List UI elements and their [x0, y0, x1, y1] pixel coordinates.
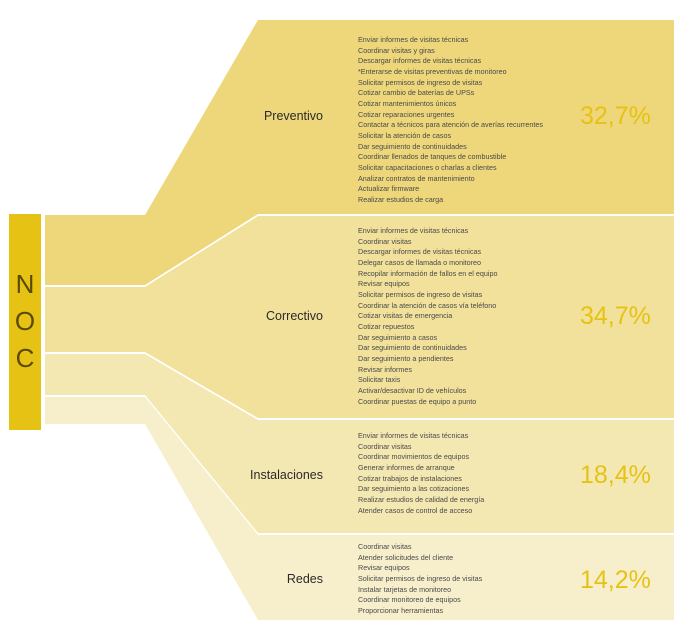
task-item: Enviar informes de visitas técnicas: [358, 431, 469, 440]
task-item: Coordinar visitas: [358, 542, 412, 551]
task-item: Dar seguimiento de continuidades: [358, 141, 467, 151]
task-list-preventivo: Enviar informes de visitas técnicas Coor…: [358, 35, 573, 206]
task-item: Revisar informes: [358, 364, 412, 374]
category-label-instalaciones: Instalaciones: [250, 468, 323, 482]
percent-instalaciones: 18,4%: [580, 461, 651, 489]
task-item: Coordinar visitas: [358, 236, 412, 246]
task-item: Coordinar monitoreo de equipos: [358, 595, 461, 605]
task-item: Dar seguimiento de continuidades: [358, 343, 467, 353]
task-item: Contactar a técnicos para atención de av…: [358, 120, 543, 130]
task-item: Coordinar puestas de equipo a punto: [358, 396, 477, 406]
percent-redes: 14,2%: [580, 566, 651, 594]
task-item: Cotizar mantenimientos únicos: [358, 98, 457, 108]
task-item: Coordinar movimientos de equipos: [358, 452, 470, 462]
task-item: Solicitar permisos de ingreso de visitas: [358, 289, 483, 299]
task-item: Descargar informes de visitas técnicas: [358, 247, 482, 257]
task-item: Proporcionar herramientas: [358, 605, 444, 615]
task-item: Delegar casos de llamada o monitoreo: [358, 257, 482, 267]
task-item: Cotizar trabajos de instalaciones: [358, 473, 462, 483]
task-item: Atender solicitudes del cliente: [358, 552, 454, 562]
task-item: Realizar estudios de carga: [358, 194, 444, 204]
task-item: Solicitar permisos de ingreso de visitas: [358, 77, 483, 87]
band-preventivo: [45, 20, 674, 285]
task-item: Coordinar visitas y giras: [358, 45, 435, 55]
task-list-redes: Coordinar visitas Atender solicitudes de…: [358, 542, 573, 617]
task-item: Cotizar repuestos: [358, 321, 415, 331]
task-item: Revisar equipos: [358, 279, 410, 289]
task-item: Analizar contratos de mantenimiento: [358, 173, 475, 183]
task-item: Cotizar reparaciones urgentes: [358, 109, 455, 119]
noc-bar: N O C: [9, 214, 41, 430]
category-label-redes: Redes: [286, 572, 323, 586]
task-item: Solicitar permisos de ingreso de visitas: [358, 573, 483, 583]
percent-correctivo: 34,7%: [580, 302, 651, 330]
category-label-correctivo: Correctivo: [266, 309, 323, 323]
task-item: Coordinar llenados de tanques de combust…: [358, 152, 507, 162]
task-item: Coordinar la atención de casos vía teléf…: [358, 300, 497, 310]
task-item: Solicitar taxis: [358, 375, 401, 385]
band-redes: [45, 397, 674, 620]
task-item: Solicitar la atención de casos: [358, 130, 452, 140]
task-list-correctivo: Enviar informes de visitas técnicas Coor…: [358, 226, 573, 407]
task-item: *Enterarse de visitas preventivas de mon…: [358, 66, 507, 76]
noc-letter-o: O: [14, 306, 36, 336]
task-item: Enviar informes de visitas técnicas: [358, 35, 469, 44]
task-item: Cotizar cambio de baterías de UPSs: [358, 88, 475, 98]
percent-preventivo: 32,7%: [580, 102, 651, 130]
task-item: Realizar estudios de calidad de energía: [358, 494, 485, 504]
task-item: Actualizar firmware: [358, 184, 420, 194]
task-item: Dar seguimiento a casos: [358, 332, 438, 342]
band-instalaciones: [45, 354, 674, 533]
task-item: Solicitar capacitaciones o charlas a cli…: [358, 162, 497, 172]
task-item: Descargar informes de visitas técnicas: [358, 56, 482, 66]
band-correctivo: [45, 216, 674, 418]
noc-letter-n: N: [15, 269, 35, 299]
task-item: Dar seguimiento a las cotizaciones: [358, 484, 470, 494]
task-item: Dar seguimiento a pendientes: [358, 353, 454, 363]
task-list-instalaciones: Enviar informes de visitas técnicas Coor…: [358, 431, 573, 516]
task-item: Revisar equipos: [358, 563, 410, 573]
task-item: Instalar tarjetas de monitoreo: [358, 584, 452, 594]
task-item: Atender casos de control de acceso: [358, 505, 473, 515]
task-item: Recopilar información de fallos en el eq…: [358, 268, 498, 278]
task-item: Enviar informes de visitas técnicas: [358, 226, 469, 235]
noc-letter-c: C: [15, 343, 35, 373]
task-item: Activar/desactivar ID de vehículos: [358, 385, 467, 395]
task-item: Coordinar visitas: [358, 441, 412, 451]
task-item: Cotizar visitas de emergencia: [358, 311, 453, 321]
category-label-preventivo: Preventivo: [263, 109, 323, 123]
task-item: Generar informes de arranque: [358, 462, 455, 472]
